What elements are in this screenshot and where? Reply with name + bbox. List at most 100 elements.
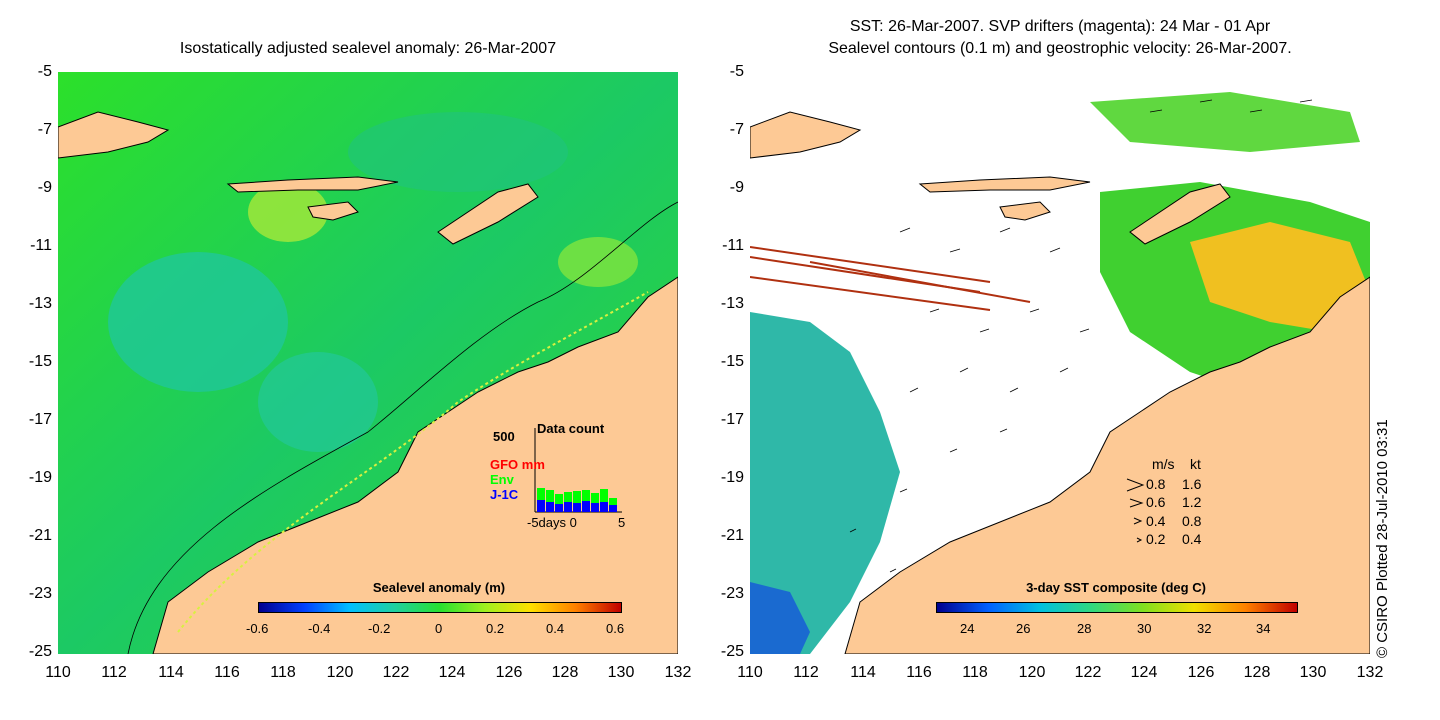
contour-line: [127, 201, 678, 654]
colorbar-tick: 32: [1197, 621, 1212, 636]
sst-colorbar: [936, 602, 1298, 613]
low-anomaly-patch: [348, 112, 568, 192]
speed-ms: 0.6: [1146, 494, 1166, 510]
sumba-island: [999, 201, 1051, 221]
speed-ms: 0.2: [1146, 531, 1166, 545]
colorbar-tick: 26: [1016, 621, 1031, 636]
data-count-inset: 500 Data count GFO mm Env J-1C -5days 0 …: [490, 421, 625, 530]
right-colorbar-title: 3-day SST composite (deg C): [1026, 580, 1206, 595]
x-tick: 132: [1356, 664, 1384, 681]
x-tick: 124: [1130, 664, 1158, 681]
drifter-tracks: [750, 246, 1031, 311]
sst-hot-region: [1190, 222, 1370, 332]
high-anomaly-patch: [558, 237, 638, 287]
inset-x-end: 5: [618, 515, 625, 530]
x-tick: 124: [438, 664, 466, 681]
sumba-island: [307, 201, 359, 221]
x-tick: 120: [326, 664, 354, 681]
right-panel-title-line2: Sealevel contours (0.1 m) and geostrophi…: [828, 40, 1292, 57]
lesser-sunda-islands: [918, 176, 1091, 193]
x-tick: 116: [214, 664, 240, 681]
y-tick: -5: [37, 63, 52, 80]
x-tick: 128: [1243, 664, 1271, 681]
speed-legend-header-kt: kt: [1190, 456, 1201, 472]
plot-credit: © CSIRO Plotted 28-Jul-2010 03:31: [1374, 419, 1391, 658]
colorbar-tick: 0.6: [606, 621, 625, 636]
low-anomaly-patch: [258, 352, 378, 452]
y-tick: -13: [28, 295, 52, 312]
y-tick: -13: [720, 295, 744, 312]
speed-legend: m/s kt 0.8 1.6 0.6 1.2 0.4 0.8 0.2 0.4: [1126, 456, 1202, 545]
speed-arrow-icon: [1126, 478, 1145, 492]
y-tick: -9: [37, 179, 52, 196]
lesser-sunda-islands: [226, 176, 399, 193]
x-tick: 122: [382, 664, 410, 681]
colorbar-tick: 0.2: [486, 621, 505, 636]
x-tick: 116: [906, 664, 932, 681]
inset-legend-gfo: GFO mm: [490, 457, 545, 472]
y-tick: -17: [28, 411, 52, 428]
timor-island: [1129, 183, 1231, 245]
sealevel-anomaly-map: [58, 72, 678, 654]
y-tick: -7: [729, 121, 744, 138]
java-island: [750, 111, 862, 159]
inset-title: Data count: [537, 421, 605, 436]
java-island: [58, 111, 170, 159]
x-tick: 110: [45, 664, 71, 681]
x-tick: 118: [270, 664, 296, 681]
x-tick: 132: [664, 664, 692, 681]
speed-arrow-icon: [1133, 517, 1143, 525]
y-tick: -15: [720, 353, 744, 370]
contour-line: [177, 291, 649, 633]
left-panel-title: Isostatically adjusted sealevel anomaly:…: [179, 40, 557, 57]
y-tick: -25: [720, 643, 744, 660]
sst-north-region: [1090, 92, 1360, 152]
y-tick: -17: [720, 411, 744, 428]
speed-ms: 0.4: [1146, 513, 1166, 529]
right-panel-title-line1: SST: 26-Mar-2007. SVP drifters (magenta)…: [849, 18, 1271, 35]
australia-landmass: [844, 276, 1370, 654]
colorbar-tick: 0: [435, 621, 443, 636]
y-tick: -25: [28, 643, 52, 660]
speed-ms: 0.8: [1146, 476, 1166, 492]
x-tick: 122: [1074, 664, 1102, 681]
speed-arrow-icon: [1129, 498, 1144, 508]
x-tick: 110: [737, 664, 763, 681]
y-tick: -7: [37, 121, 52, 138]
x-tick: 128: [551, 664, 579, 681]
inset-legend-j1c: J-1C: [490, 487, 519, 502]
x-tick: 120: [1018, 664, 1046, 681]
sst-velocity-map: [750, 72, 1370, 654]
inset-x-label: -5days 0: [527, 515, 577, 530]
speed-kt: 0.8: [1182, 513, 1202, 529]
y-tick: -23: [28, 585, 52, 602]
y-tick: -23: [720, 585, 744, 602]
x-tick: 112: [101, 664, 127, 681]
sealevel-colorbar: [258, 602, 622, 613]
inset-max-label: 500: [493, 429, 515, 444]
colorbar-tick: 34: [1256, 621, 1271, 636]
x-tick: 114: [158, 664, 184, 681]
speed-kt: 1.6: [1182, 476, 1202, 492]
y-tick: -21: [28, 527, 52, 544]
y-tick: -15: [28, 353, 52, 370]
australia-landmass: [152, 276, 678, 654]
speed-kt: 0.4: [1182, 531, 1202, 545]
y-tick: -11: [722, 237, 744, 254]
x-tick: 112: [793, 664, 819, 681]
y-tick: -11: [30, 237, 52, 254]
timor-island: [437, 183, 539, 245]
x-tick: 130: [607, 664, 635, 681]
x-tick: 130: [1299, 664, 1327, 681]
left-colorbar-title: Sealevel anomaly (m): [372, 580, 506, 595]
y-tick: -21: [720, 527, 744, 544]
colorbar-tick: -0.4: [308, 621, 331, 636]
colorbar-tick: -0.2: [368, 621, 391, 636]
colorbar-tick: 30: [1137, 621, 1152, 636]
speed-kt: 1.2: [1182, 494, 1202, 510]
x-tick: 126: [495, 664, 523, 681]
high-anomaly-patch: [248, 182, 328, 242]
speed-legend-header-ms: m/s: [1152, 456, 1175, 472]
inset-bars: [537, 488, 617, 512]
y-tick: -5: [729, 63, 744, 80]
